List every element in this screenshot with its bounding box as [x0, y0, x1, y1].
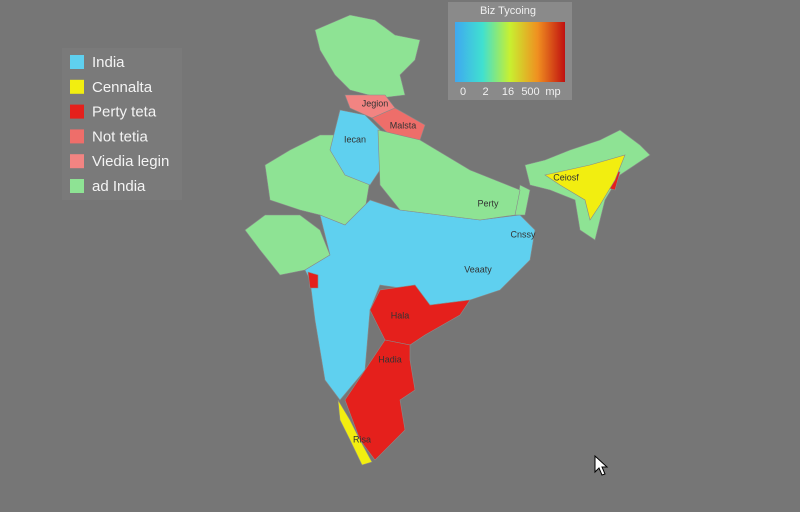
- legend-label: India: [92, 54, 125, 71]
- legend-swatch: [70, 79, 84, 94]
- region-label: Hadia: [378, 354, 402, 364]
- legend-swatch: [70, 129, 84, 144]
- region-label: Perty: [477, 198, 499, 208]
- region-shape: [344, 339, 416, 461]
- region-label: Malsta: [390, 120, 417, 130]
- colorbar-title: Biz Tycoing: [480, 5, 536, 17]
- legend: India Cennalta Perty teta Not tetia Viedia l…: [70, 54, 169, 195]
- region-label: Hala: [391, 310, 410, 320]
- region-shape: [337, 399, 373, 466]
- region-label: Iecan: [344, 134, 366, 144]
- colorbar-tick-label: 16: [502, 86, 514, 98]
- legend-label: ad India: [92, 178, 146, 195]
- colorbar: [455, 22, 565, 82]
- region-label: Veaaty: [464, 264, 492, 274]
- colorbar-tick-label: 500: [521, 86, 539, 98]
- colorbar-tick-label: mp: [545, 86, 560, 98]
- region-label: Cnssy: [510, 229, 536, 239]
- state-shape: [314, 14, 421, 99]
- colorbar-tick-label: 0: [460, 86, 466, 98]
- region-label: Jegion: [362, 98, 389, 108]
- legend-swatch: [70, 104, 84, 119]
- region-shape: [377, 129, 521, 221]
- colorbar-ticks: 0 2 16 500 mp: [460, 86, 561, 98]
- region-labels: Jegion Malsta Iecan Perty Cnssy Veaaty Hala Had…: [344, 98, 579, 444]
- state-shape: [307, 271, 319, 289]
- region-shape: [544, 154, 626, 221]
- region-label: Ceiosf: [553, 172, 579, 182]
- india-map: [244, 14, 651, 466]
- legend-swatch: [70, 55, 84, 69]
- legend-label: Cennalta: [92, 79, 153, 96]
- legend-label: Perty teta: [92, 104, 157, 121]
- legend-box: [62, 48, 182, 200]
- colorbar-tick-label: 2: [482, 86, 488, 98]
- region-shape: [329, 109, 386, 186]
- legend-swatch: [70, 179, 84, 193]
- legend-swatch: [70, 154, 84, 169]
- legend-label: Not tetia: [92, 128, 149, 145]
- legend-label: Viedia legin: [92, 153, 169, 170]
- mouse-cursor: [594, 454, 609, 476]
- region-label: Risa: [353, 434, 371, 444]
- region-shape: [369, 284, 471, 346]
